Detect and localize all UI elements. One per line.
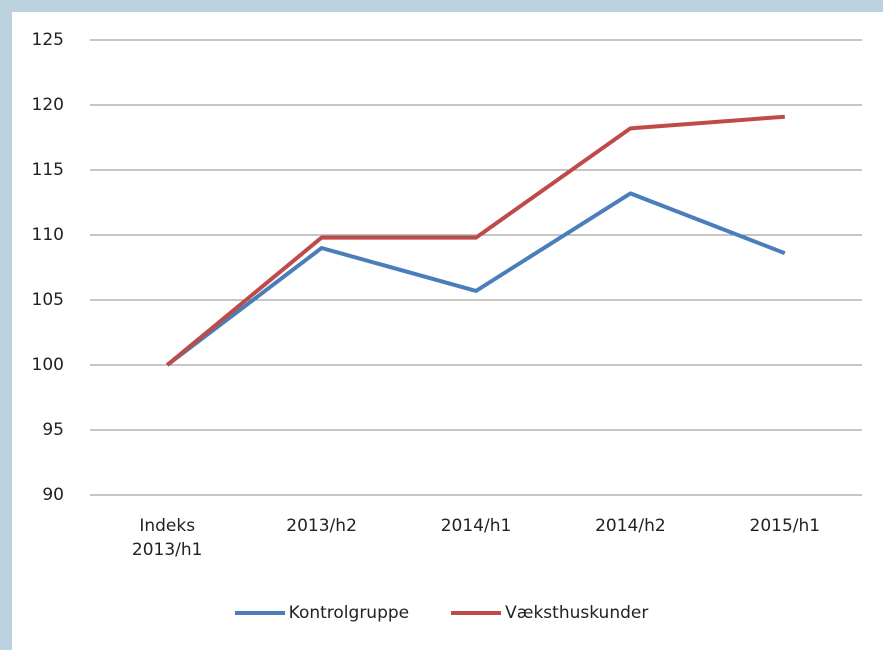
y-tick-label: 125 [32,30,64,50]
legend-item: Væksthuskunder [451,603,648,623]
x-tick-label: 2013/h2 [286,516,357,536]
legend-swatch [234,611,285,615]
series-line [165,191,786,367]
y-tick-label: 110 [32,225,64,245]
y-tick-label: 105 [32,290,64,310]
x-tick-label: 2014/h1 [440,516,512,536]
legend-swatch [451,611,502,615]
y-tick-label: 120 [32,95,64,115]
legend-label: Kontrolgruppe [288,603,410,623]
y-tick-label: 115 [32,160,64,180]
legend-item: Kontrolgruppe [234,603,410,623]
legend: Kontrolgruppe Væksthuskunder [0,603,883,623]
y-tick-label: 90 [42,485,64,505]
y-tick-label: 100 [32,355,64,375]
series-line [165,114,785,367]
x-tick-label: 2015/h1 [749,516,821,536]
x-tick-label: Indeks 2013/h1 [131,516,203,560]
y-tick-label: 95 [42,420,64,440]
x-tick-label: 2014/h2 [595,516,666,536]
legend-label: Væksthuskunder [505,603,649,623]
